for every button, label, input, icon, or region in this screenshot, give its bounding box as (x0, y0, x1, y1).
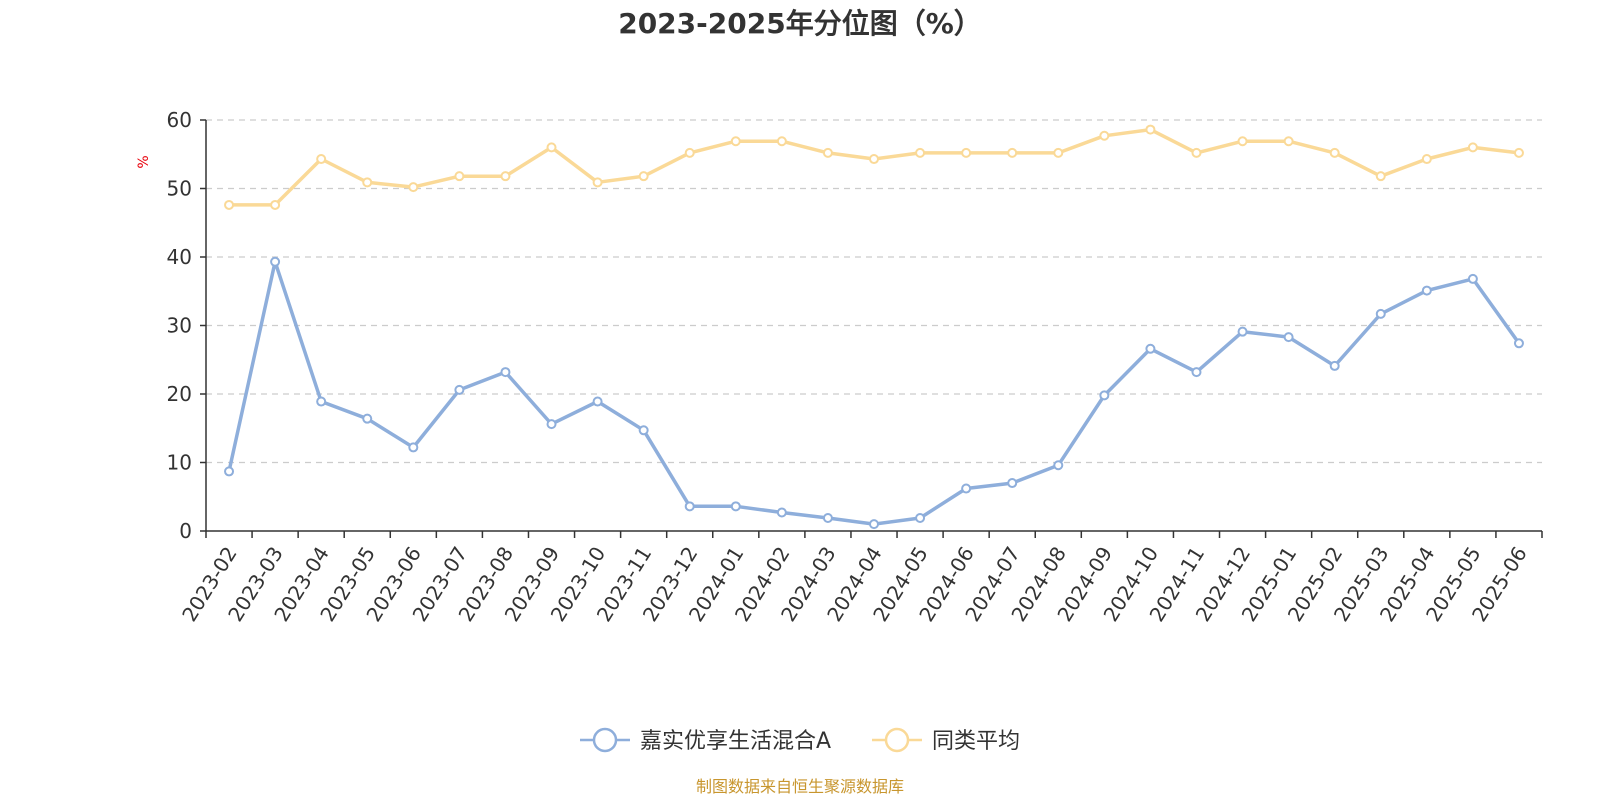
y-tick-label: 60 (167, 108, 192, 132)
data-point (592, 177, 603, 188)
data-point (776, 507, 787, 518)
y-axis-unit-label: % (136, 155, 152, 168)
data-point (961, 147, 972, 158)
chart-title: 2023-2025年分位图（%） (618, 7, 982, 40)
data-point (546, 142, 557, 153)
data-point (869, 154, 879, 165)
data-point (730, 501, 741, 512)
y-tick-label: 10 (167, 451, 192, 475)
data-point (961, 483, 972, 494)
data-point (362, 413, 373, 424)
y-tick-label: 30 (167, 314, 192, 338)
data-point (1375, 171, 1386, 182)
data-point (1375, 308, 1386, 319)
data-point (1237, 136, 1248, 147)
y-tick-label: 40 (167, 245, 192, 269)
series-lines (224, 124, 1524, 530)
grid-lines (206, 119, 1542, 464)
data-point (1191, 147, 1202, 158)
data-point (224, 199, 235, 210)
series-line (229, 127, 1520, 207)
data-point (915, 512, 926, 523)
data-point (1007, 147, 1018, 158)
data-point (500, 367, 511, 378)
data-point (500, 171, 511, 182)
data-point (776, 136, 787, 147)
data-point (1329, 360, 1340, 371)
data-point (638, 171, 649, 182)
data-point (1053, 460, 1064, 471)
series-line (227, 260, 1521, 526)
data-point (408, 182, 419, 193)
legend-marker-icon (884, 727, 910, 753)
data-point (224, 466, 235, 477)
legend-label: 嘉实优享生活混合A (640, 729, 831, 754)
series-0 (224, 256, 1524, 530)
data-point (1513, 338, 1524, 349)
legend-label: 同类平均 (932, 729, 1020, 754)
data-point (1283, 332, 1294, 343)
y-tick-label: 20 (167, 382, 192, 406)
y-tick-label: 0 (179, 519, 192, 543)
y-tick-label: 50 (167, 177, 192, 201)
data-point (1421, 154, 1432, 165)
data-point (915, 147, 926, 158)
legend-item-1: 同类平均 (872, 727, 1020, 754)
legend-item-0: 嘉实优享生活混合A (580, 727, 831, 754)
legend: 嘉实优享生活混合A 同类平均 (580, 727, 1020, 754)
data-point (316, 154, 327, 165)
legend-marker-icon (592, 727, 618, 753)
data-point (592, 396, 603, 407)
data-point (638, 425, 649, 436)
series-1 (224, 124, 1524, 210)
data-point (546, 419, 557, 430)
data-point (1421, 285, 1432, 296)
data-point (1283, 136, 1294, 147)
data-point (822, 512, 833, 523)
data-point (454, 384, 465, 395)
data-point (454, 171, 465, 182)
data-point (822, 147, 833, 158)
data-point (1191, 367, 1202, 378)
data-point (1099, 390, 1110, 401)
data-point (316, 396, 327, 407)
data-point (684, 501, 695, 512)
data-point (1145, 343, 1156, 354)
data-point (1237, 326, 1248, 337)
data-point (684, 147, 695, 158)
source-note: 制图数据来自恒生聚源数据库 (696, 777, 904, 796)
data-point (1053, 147, 1064, 158)
data-point (270, 256, 281, 267)
data-point (1145, 124, 1156, 135)
data-point (1513, 147, 1524, 158)
data-point (1007, 478, 1018, 489)
data-point (1467, 273, 1478, 284)
data-point (270, 199, 281, 210)
data-point (362, 177, 373, 188)
data-point (1329, 147, 1340, 158)
data-point (408, 442, 419, 453)
data-point (1467, 142, 1478, 153)
data-point (869, 519, 879, 530)
data-point (1099, 130, 1110, 141)
data-point (730, 136, 741, 147)
